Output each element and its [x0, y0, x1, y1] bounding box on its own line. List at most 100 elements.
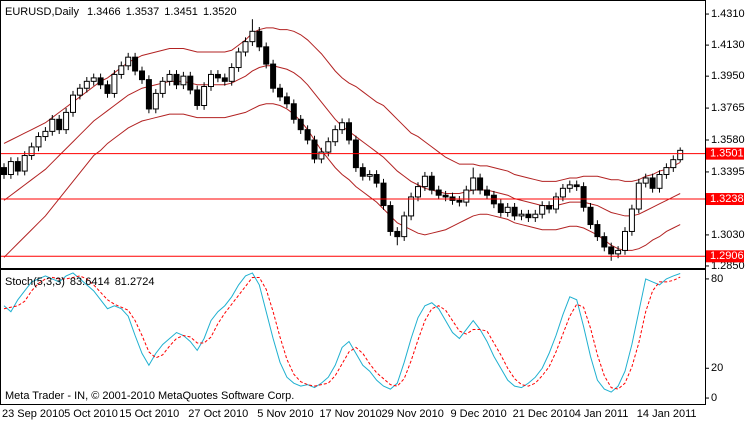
y-tick-label: 1.3765 [711, 102, 745, 114]
candle-body [242, 41, 249, 53]
y-tick-label: 20 [711, 362, 723, 374]
band-line [3, 103, 681, 258]
candle-body [125, 56, 132, 67]
candle-body [152, 92, 159, 110]
candle-body [21, 155, 28, 172]
candle-body [394, 230, 401, 238]
chart-title: EURUSD,Daily [5, 6, 79, 18]
candle-body [628, 208, 635, 232]
y-tick-label: 1.2850 [711, 260, 745, 272]
candle-body [373, 174, 380, 184]
level-label-box [706, 147, 744, 160]
x-tick-label: 21 Dec 2010 [513, 408, 575, 420]
header-value: 1.3466 [87, 6, 121, 18]
candle-body [187, 75, 194, 91]
y-tick-label: 80 [711, 273, 723, 285]
x-tick-label: 17 Nov 2010 [319, 408, 381, 420]
candle-body [194, 89, 201, 106]
y-tick-label: 1.3395 [711, 166, 745, 178]
candle-body [145, 79, 152, 110]
candle-body [90, 77, 97, 82]
candle-body [663, 167, 670, 176]
candle-body [670, 159, 677, 169]
x-tick-label: 5 Oct 2010 [64, 408, 118, 420]
candle-body [325, 141, 332, 153]
candle-body [608, 246, 615, 255]
candle-body [132, 56, 139, 72]
candle-body [559, 187, 566, 198]
candle-body [615, 249, 622, 255]
candle-body [332, 129, 339, 143]
x-tick-label: 27 Oct 2010 [188, 408, 248, 420]
candle-body [7, 161, 14, 176]
candle-body [14, 161, 21, 172]
x-tick-label: 9 Dec 2010 [451, 408, 507, 420]
header-value: 1.3537 [126, 6, 160, 18]
candle-body [477, 177, 484, 191]
y-tick-label: 1.4130 [711, 39, 745, 51]
candle-body [173, 73, 180, 86]
candle-body [428, 175, 435, 191]
x-tick-label: 23 Sep 2010 [2, 408, 64, 420]
stoch-line [3, 275, 681, 390]
candle-body [277, 87, 283, 98]
x-tick-label: 5 Nov 2010 [257, 408, 313, 420]
candle-body [553, 196, 559, 210]
indicator-title: Stoch(5,3,3) [5, 276, 65, 288]
candle-body [532, 213, 539, 219]
candle-body [421, 175, 428, 188]
level-label: 1.3501 [710, 148, 744, 160]
candle-body [546, 205, 553, 210]
candle-body [656, 174, 663, 189]
candle-body [139, 70, 145, 81]
candle-body [70, 94, 76, 113]
candle-body [635, 182, 642, 210]
candle-body [601, 236, 608, 248]
y-tick-label: 1.3950 [711, 70, 745, 82]
candle-body [304, 129, 311, 141]
candle-body [359, 167, 366, 177]
candle-body [97, 77, 104, 86]
candle-body [463, 189, 470, 203]
header-value: 1.3451 [164, 6, 198, 18]
y-tick-label: 0 [711, 392, 717, 404]
candle-body [587, 206, 594, 226]
candle-body [42, 130, 49, 138]
candle-body [208, 73, 214, 88]
candle-body [76, 87, 83, 96]
band-line [3, 27, 681, 182]
candle-body [649, 177, 656, 189]
candle-body [580, 186, 587, 208]
candle-body [339, 122, 346, 131]
candle-body [283, 96, 290, 105]
indicator-value: 83.6414 [70, 276, 110, 288]
candle-body [435, 189, 442, 196]
stoch-line [3, 272, 681, 393]
candle-body [346, 122, 352, 141]
candle-body [63, 111, 70, 131]
candle-body [442, 194, 449, 198]
candle-body [415, 186, 421, 198]
candle-body [28, 146, 35, 157]
candle-body [49, 118, 56, 132]
candle-body [518, 213, 525, 217]
candle-body [484, 189, 490, 196]
candle-body [525, 213, 532, 219]
candle-body [56, 118, 63, 131]
x-tick-label: 14 Jan 2011 [637, 408, 697, 420]
candle-body [263, 46, 270, 65]
indicator-value: 81.2724 [115, 276, 155, 288]
candle-body [622, 230, 628, 251]
candle-body [380, 182, 387, 207]
candle-body [256, 30, 263, 48]
candle-body [408, 196, 415, 217]
y-tick-label: 1.3580 [711, 134, 745, 146]
candle-body [566, 184, 573, 189]
candle-body [104, 84, 111, 94]
candle-body [118, 65, 125, 75]
candle-body [297, 118, 304, 131]
x-tick-label: 15 Oct 2010 [119, 408, 179, 420]
candle-body [497, 203, 504, 213]
candle-body [366, 174, 373, 177]
